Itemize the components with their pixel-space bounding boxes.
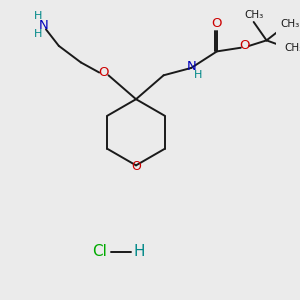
Text: O: O	[131, 160, 141, 173]
Text: Cl: Cl	[92, 244, 107, 259]
Text: CH₃: CH₃	[244, 10, 263, 20]
Text: H: H	[34, 11, 42, 22]
Text: N: N	[186, 60, 196, 73]
Text: H: H	[34, 29, 42, 39]
Text: N: N	[39, 19, 49, 32]
Text: H: H	[194, 70, 202, 80]
Text: CH₃: CH₃	[281, 19, 300, 29]
Text: O: O	[212, 17, 222, 30]
Text: O: O	[239, 39, 250, 52]
Text: CH₃: CH₃	[284, 43, 300, 53]
Text: H: H	[133, 244, 145, 259]
Text: O: O	[99, 66, 109, 79]
